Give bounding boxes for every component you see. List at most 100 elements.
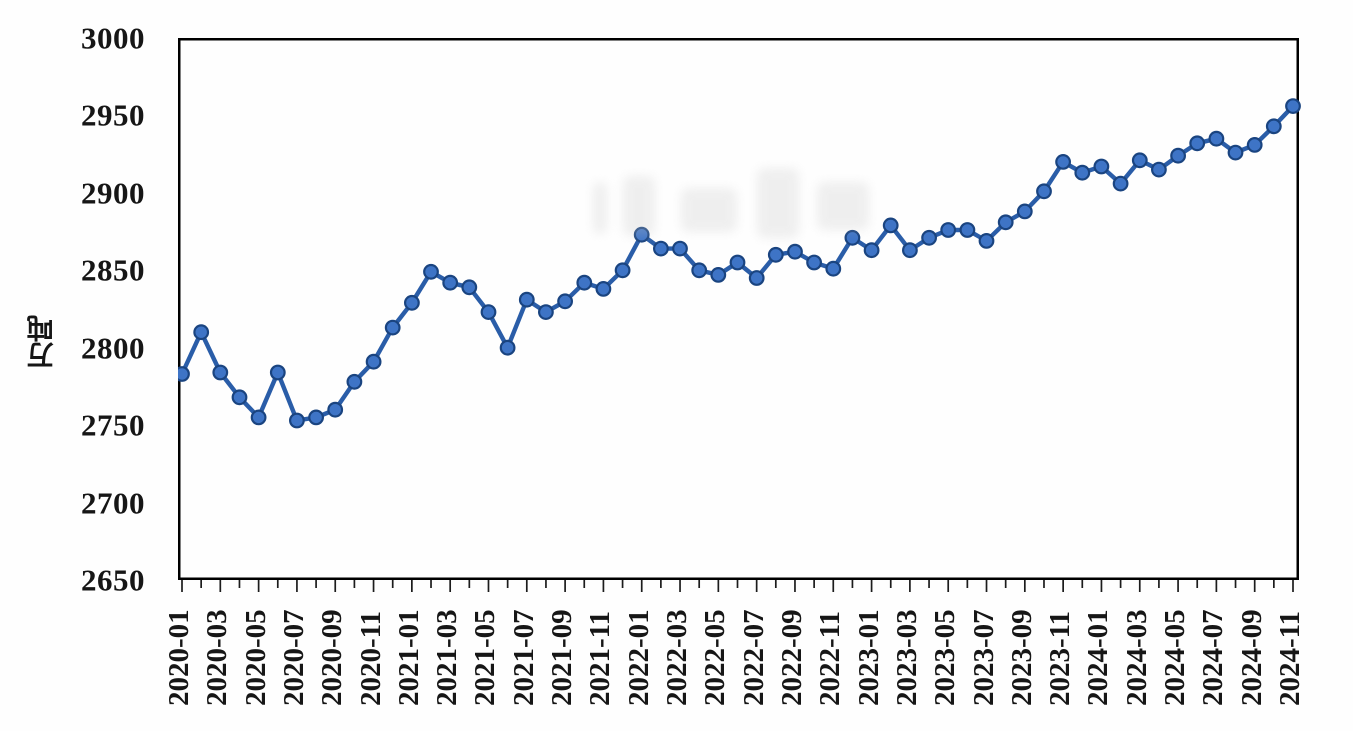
data-point-marker	[557, 293, 574, 310]
data-point-marker	[193, 324, 210, 341]
data-point-marker	[806, 254, 822, 271]
data-point-marker	[1189, 135, 1206, 152]
x-tick-label: 2023-11	[1044, 610, 1077, 706]
data-point-marker	[442, 274, 459, 291]
data-point-marker	[518, 291, 535, 308]
x-tick-label: 2024-03	[1120, 609, 1153, 707]
x-tick-label: 2023-09	[1005, 609, 1038, 707]
data-point-marker	[1151, 161, 1167, 178]
y-tick-label: 2950	[81, 97, 145, 133]
data-point-marker	[921, 229, 937, 246]
y-tick-label: 3000	[81, 20, 145, 56]
x-tick-label: 2020-07	[277, 609, 310, 707]
data-point-marker	[1016, 203, 1033, 220]
data-point-marker	[178, 366, 190, 382]
data-point-marker	[1285, 98, 1301, 114]
data-point-marker	[576, 274, 593, 291]
x-tick-label: 2022-11	[814, 610, 847, 706]
data-point-marker	[825, 260, 842, 277]
y-tick-label: 2900	[81, 175, 145, 211]
data-point-marker	[978, 232, 995, 249]
data-point-marker	[250, 409, 267, 426]
data-point-marker	[1170, 147, 1186, 164]
data-point-marker	[269, 364, 286, 381]
plot-area	[178, 38, 1301, 592]
data-point-marker	[423, 263, 439, 280]
x-tick-label: 2022-09	[775, 609, 808, 707]
data-point-marker	[231, 389, 248, 406]
x-tick-label: 2024-07	[1197, 609, 1230, 707]
data-point-marker	[940, 222, 957, 238]
data-point-marker	[1131, 152, 1148, 169]
data-point-marker	[499, 339, 516, 356]
data-point-marker	[902, 242, 918, 259]
data-point-marker	[461, 279, 478, 296]
data-point-marker	[787, 243, 803, 260]
x-tick-label: 2023-07	[967, 609, 1000, 707]
data-point-marker	[767, 246, 784, 263]
data-point-marker	[729, 254, 746, 271]
x-tick-label: 2023-01	[852, 609, 885, 707]
data-point-marker	[748, 270, 765, 286]
y-tick-label: 2700	[81, 485, 145, 521]
x-tick-label: 2022-03	[661, 609, 694, 707]
y-tick-label: 2650	[81, 562, 145, 598]
x-tick-label: 2021-09	[546, 609, 579, 707]
data-point-marker	[1036, 183, 1052, 200]
data-point-marker	[1265, 118, 1282, 135]
x-tick-label: 2022-05	[699, 609, 732, 707]
y-tick-label: 2850	[81, 252, 145, 288]
data-point-marker	[1074, 164, 1091, 181]
x-tick-label: 2020-11	[354, 610, 387, 706]
x-tick-label: 2024-11	[1274, 610, 1306, 706]
data-point-marker	[863, 242, 880, 259]
data-point-marker	[212, 364, 229, 381]
data-point-marker	[384, 319, 401, 336]
data-point-marker	[1055, 153, 1071, 170]
x-tick-label: 2023-05	[929, 609, 962, 707]
x-tick-label: 2021-05	[469, 609, 502, 707]
x-tick-label: 2021-11	[584, 610, 617, 706]
data-point-marker	[1093, 158, 1110, 175]
x-tick-label: 2024-09	[1235, 609, 1268, 707]
data-point-marker	[844, 229, 861, 246]
data-point-marker	[1112, 175, 1129, 192]
y-tick-label: 2750	[81, 407, 145, 443]
data-point-marker	[882, 217, 899, 234]
x-tick-label: 2020-03	[201, 609, 234, 707]
data-point-marker	[633, 226, 650, 243]
data-point-marker	[480, 304, 497, 321]
data-point-marker	[653, 240, 669, 257]
data-point-marker	[403, 294, 420, 311]
data-point-marker	[1208, 130, 1225, 147]
data-point-marker	[672, 240, 688, 257]
x-tick-label: 2023-03	[890, 609, 923, 707]
data-point-marker	[997, 214, 1014, 231]
data-point-marker	[538, 304, 554, 321]
data-point-marker	[595, 280, 612, 297]
plot-border	[178, 38, 1299, 580]
x-tick-label: 2022-01	[622, 609, 655, 707]
data-point-marker	[308, 409, 325, 426]
x-tick-label: 2020-01	[163, 609, 195, 707]
data-point-marker	[959, 222, 976, 238]
x-tick-label: 2024-01	[1082, 609, 1115, 707]
data-point-marker	[710, 266, 727, 283]
data-point-marker	[1227, 144, 1244, 161]
x-tick-label: 2021-03	[431, 609, 464, 707]
data-point-marker	[365, 353, 382, 370]
data-point-marker	[327, 401, 344, 418]
x-tick-label: 2022-07	[737, 609, 770, 707]
x-tick-label: 2021-01	[392, 609, 425, 707]
y-tick-label: 2800	[81, 330, 145, 366]
data-point-marker	[691, 262, 708, 279]
data-point-marker	[346, 373, 363, 390]
data-point-marker	[614, 262, 631, 279]
x-tick-label: 2024-05	[1159, 609, 1192, 707]
x-axis-labels: 2020-01 2020-03 2020-05 2020-07 2020-09 2020-…	[163, 596, 1308, 724]
data-point-marker	[288, 412, 305, 429]
x-tick-label: 2020-05	[239, 609, 272, 707]
x-tick-label: 2021-07	[507, 609, 540, 707]
data-point-marker	[1246, 136, 1263, 153]
